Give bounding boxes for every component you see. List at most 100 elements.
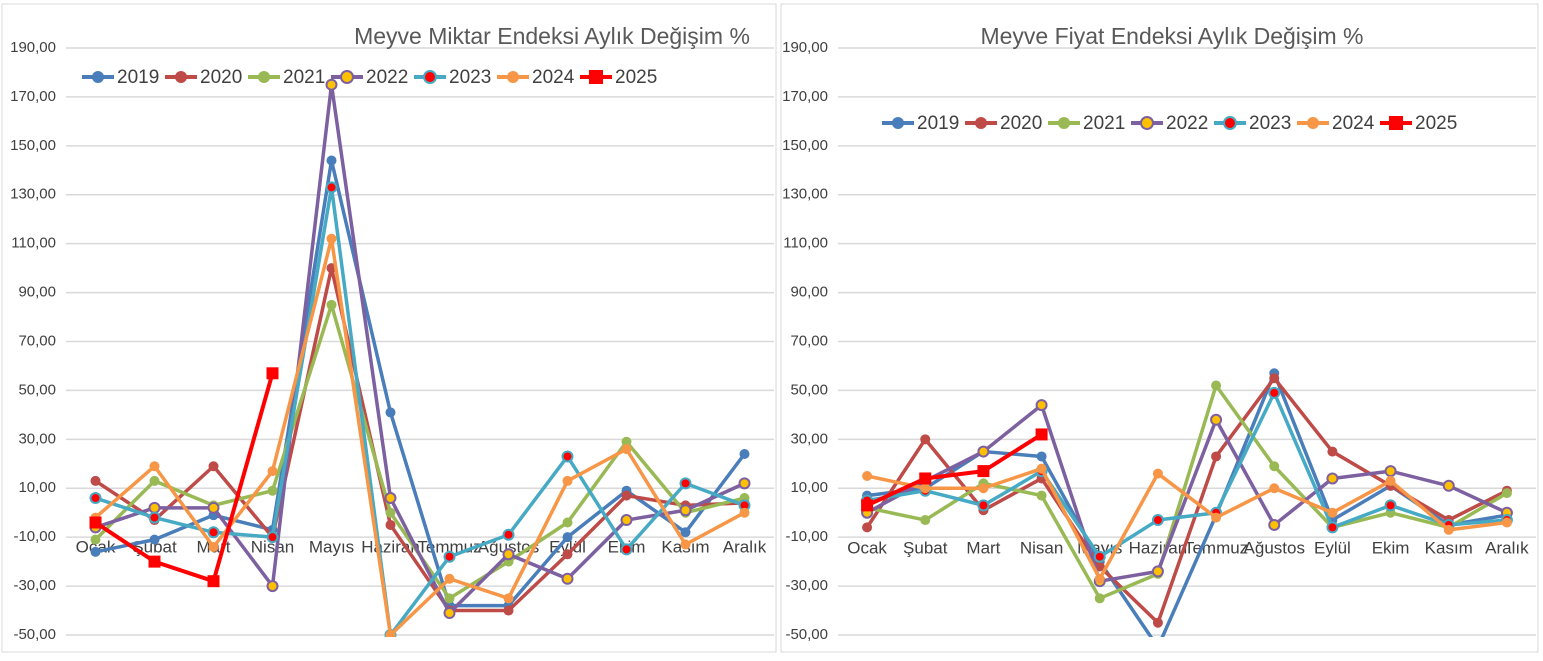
marker — [1384, 499, 1397, 512]
y-tick-label: -50,00 — [13, 626, 56, 643]
marker — [1151, 514, 1164, 527]
marker — [90, 475, 101, 486]
marker — [503, 605, 514, 616]
series-line — [865, 376, 1508, 625]
marker — [1140, 116, 1154, 130]
x-tick-label: Aralık — [723, 537, 767, 556]
y-tick-label: 190,00 — [782, 39, 828, 56]
y-tick-label: 70,00 — [790, 332, 828, 349]
y-tick-label: 90,00 — [790, 284, 828, 301]
marker — [1269, 461, 1280, 472]
marker — [325, 78, 338, 91]
marker — [175, 71, 187, 83]
marker — [1327, 507, 1338, 518]
marker — [920, 434, 931, 445]
y-tick-label: -50,00 — [785, 626, 828, 643]
marker — [385, 519, 396, 530]
x-tick-label: Nisan — [251, 537, 294, 556]
series-line — [94, 372, 275, 584]
marker — [340, 70, 354, 84]
marker — [1211, 380, 1222, 391]
y-tick-label: 170,00 — [10, 88, 56, 105]
marker — [920, 515, 931, 526]
marker — [384, 492, 397, 505]
marker — [326, 299, 337, 310]
y-tick-label: 10,00 — [790, 479, 828, 496]
marker — [266, 580, 279, 593]
marker — [1268, 386, 1281, 399]
y-tick-label: 110,00 — [783, 235, 828, 252]
series-line — [866, 391, 1508, 559]
marker — [507, 71, 519, 83]
marker — [1036, 451, 1047, 462]
marker — [1443, 524, 1454, 535]
marker — [149, 534, 160, 545]
legend-label: 2023 — [449, 67, 491, 88]
marker — [975, 117, 987, 129]
y-tick-label: 30,00 — [18, 430, 56, 447]
marker — [621, 436, 632, 447]
marker — [207, 501, 220, 514]
marker — [266, 367, 279, 380]
y-tick-label: 190,00 — [10, 39, 56, 56]
chart-title: Meyve Miktar Endeksi Aylık Değişim % — [354, 23, 750, 49]
marker — [1327, 446, 1338, 457]
marker — [1152, 468, 1163, 479]
legend-label: 2024 — [532, 67, 575, 88]
marker — [1269, 483, 1280, 494]
marker — [680, 527, 691, 538]
marker — [444, 593, 455, 604]
marker — [258, 71, 270, 83]
marker — [385, 507, 396, 518]
marker — [620, 514, 633, 527]
legend-label: 2024 — [1332, 113, 1375, 134]
series-line — [866, 466, 1508, 581]
marker — [267, 485, 278, 496]
marker — [1036, 463, 1047, 474]
x-tick-label: Nisan — [1020, 538, 1063, 557]
marker — [89, 516, 102, 529]
marker — [1307, 117, 1319, 129]
marker — [561, 572, 574, 585]
marker — [562, 532, 573, 543]
x-tick-label: Haziran — [1129, 538, 1188, 557]
marker — [443, 606, 456, 619]
marker — [90, 534, 101, 545]
marker — [1442, 479, 1455, 492]
marker — [862, 471, 873, 482]
marker — [385, 407, 396, 418]
marker — [1268, 518, 1281, 531]
x-tick-label: Ağustos — [1244, 538, 1305, 557]
marker — [1501, 488, 1512, 499]
marker — [562, 517, 573, 528]
legend-label: 2022 — [1166, 113, 1208, 134]
legend-label: 2025 — [1415, 113, 1457, 134]
x-tick-label: Mart — [966, 538, 1000, 557]
marker — [562, 475, 573, 486]
marker — [738, 477, 751, 490]
series-line — [94, 237, 746, 637]
marker — [1223, 116, 1237, 130]
marker — [978, 483, 989, 494]
marker — [502, 548, 515, 561]
marker — [1151, 565, 1164, 578]
y-tick-label: 130,00 — [10, 186, 56, 203]
y-tick-label: -10,00 — [13, 528, 56, 545]
series-line — [94, 185, 746, 637]
marker — [919, 472, 932, 485]
y-tick-label: 150,00 — [10, 137, 56, 154]
marker — [443, 550, 456, 563]
series-line — [94, 82, 746, 615]
marker — [149, 461, 160, 472]
marker — [148, 511, 161, 524]
marker — [1389, 116, 1403, 130]
marker — [977, 445, 990, 458]
marker — [679, 504, 692, 517]
legend-label: 2022 — [366, 67, 408, 88]
y-tick-label: 170,00 — [782, 88, 828, 105]
marker — [1035, 399, 1048, 412]
marker — [892, 117, 904, 129]
marker — [977, 499, 990, 512]
x-tick-label: Ekim — [1372, 538, 1410, 557]
